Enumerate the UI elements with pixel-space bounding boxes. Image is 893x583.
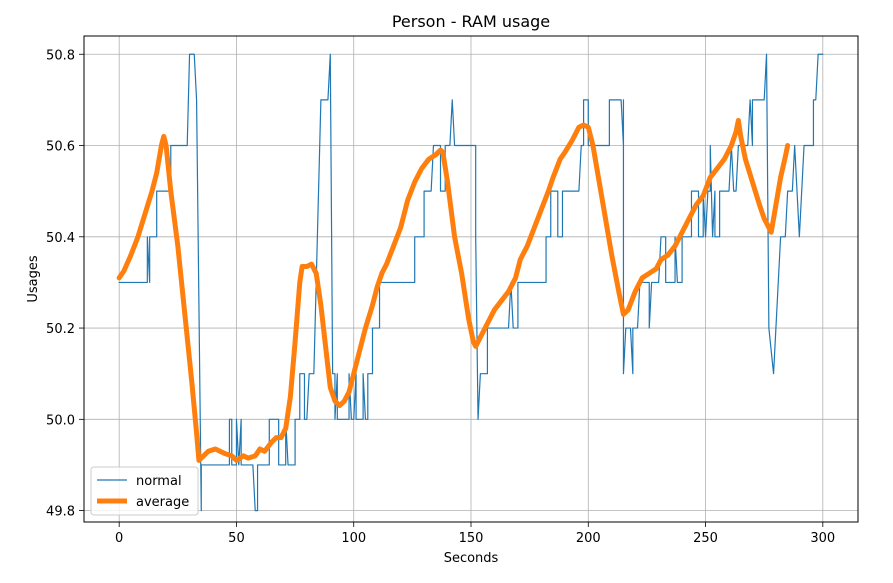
tick-layer: 0 50 100 150 200 250 300 49.8 50.0 50.2 50.4 50.6 50… [46, 48, 835, 546]
plot-layer [116, 53, 824, 512]
y-tick-label: 50.6 [46, 140, 75, 155]
x-tick-label: 50 [228, 531, 245, 546]
x-tick-label: 300 [810, 531, 835, 546]
y-tick-label: 50.8 [46, 48, 75, 63]
y-tick-label: 50.0 [46, 413, 75, 428]
legend: normal average [90, 466, 199, 516]
y-tick-label: 50.4 [46, 231, 75, 246]
y-tick-label: 50.2 [46, 322, 75, 337]
x-axis-label: Seconds [444, 551, 499, 566]
series-line-average [116, 117, 791, 463]
x-tick-label: 150 [459, 531, 484, 546]
series-line-normal [118, 53, 824, 512]
legend-label-average: average [136, 495, 189, 510]
y-tick-label: 49.8 [46, 505, 75, 520]
legend-label-normal: normal [136, 474, 182, 489]
y-axis-label: Usages [26, 255, 41, 303]
x-tick-label: 200 [576, 531, 601, 546]
x-tick-label: 100 [341, 531, 366, 546]
chart-title: Person - RAM usage [392, 12, 550, 31]
x-tick-label: 0 [115, 531, 123, 546]
x-tick-label: 250 [693, 531, 718, 546]
